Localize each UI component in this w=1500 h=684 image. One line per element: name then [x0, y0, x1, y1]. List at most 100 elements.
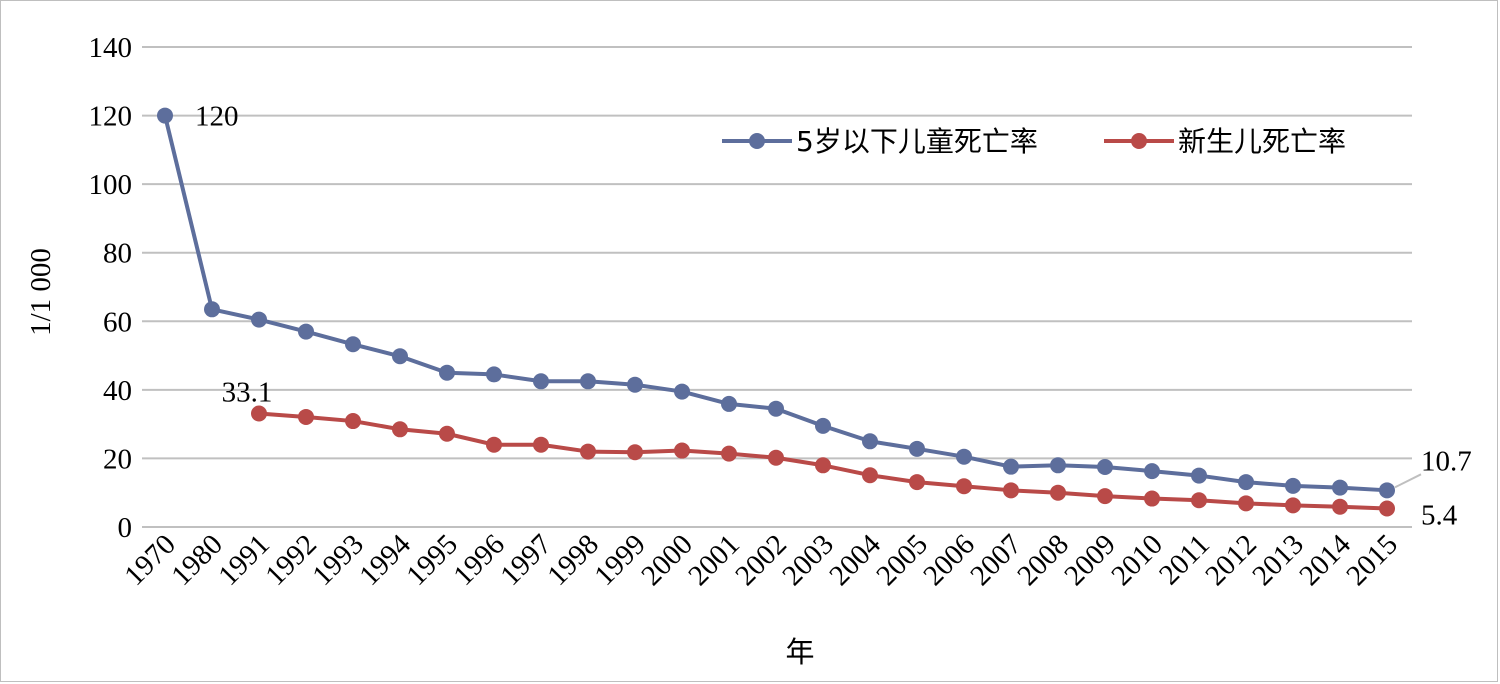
data-point — [1050, 457, 1066, 474]
x-tick-label: 1994 — [353, 528, 417, 592]
x-tick-label: 2013 — [1246, 528, 1310, 592]
y-tick-label: 40 — [103, 375, 132, 407]
series-1 — [251, 405, 1395, 517]
data-point — [1144, 463, 1160, 480]
legend-label-under5: 5岁以下儿童死亡率 — [796, 125, 1038, 158]
x-tick-label: 1998 — [541, 528, 605, 592]
x-tick-label: 1999 — [588, 528, 652, 592]
data-point — [1191, 467, 1207, 484]
data-point — [1003, 458, 1019, 475]
data-point — [674, 383, 690, 400]
x-tick-label: 2007 — [964, 528, 1028, 592]
data-point — [815, 457, 831, 474]
data-point — [204, 301, 220, 318]
data-point — [533, 373, 549, 390]
y-tick-label: 80 — [103, 238, 132, 270]
legend-item-under5: 5岁以下儿童死亡率 — [722, 125, 1038, 158]
x-tick-label: 2014 — [1293, 528, 1357, 592]
data-label: 10.7 — [1421, 445, 1472, 477]
x-tick-label: 1992 — [259, 528, 323, 592]
x-tick-label: 2002 — [729, 528, 793, 592]
y-tick-label: 140 — [89, 32, 133, 64]
data-point — [815, 417, 831, 434]
data-point — [627, 444, 643, 461]
data-point — [674, 442, 690, 459]
gridlines — [142, 46, 1412, 528]
data-point — [1050, 484, 1066, 501]
data-point — [298, 408, 314, 425]
data-point — [157, 107, 173, 124]
legend-marker-under5 — [749, 133, 765, 149]
data-label: 120 — [195, 101, 239, 133]
data-point — [956, 478, 972, 495]
data-point — [768, 449, 784, 466]
series-group — [157, 107, 1395, 517]
data-point — [627, 376, 643, 393]
data-point — [909, 440, 925, 457]
data-point — [1285, 477, 1301, 494]
data-point — [439, 364, 455, 381]
data-point — [1003, 482, 1019, 499]
x-tick-label: 2001 — [682, 528, 746, 592]
data-point — [251, 405, 267, 422]
data-point — [486, 366, 502, 383]
x-tick-label: 1995 — [400, 528, 464, 592]
x-tick-label: 1993 — [306, 528, 370, 592]
x-tick-label: 2005 — [870, 528, 934, 592]
data-point — [439, 425, 455, 442]
data-point — [298, 323, 314, 340]
data-point — [862, 433, 878, 450]
data-point — [768, 400, 784, 417]
data-point — [721, 445, 737, 462]
data-point — [580, 373, 596, 390]
x-tick-label: 2010 — [1105, 528, 1169, 592]
data-point — [1097, 488, 1113, 505]
data-label: 33.1 — [222, 377, 273, 409]
data-point — [251, 311, 267, 328]
data-point — [956, 448, 972, 465]
y-tick-label: 60 — [103, 306, 132, 338]
data-point — [392, 421, 408, 438]
data-point — [345, 413, 361, 430]
data-point — [1379, 500, 1395, 517]
x-tick-label: 1996 — [447, 528, 511, 592]
y-axis-label: 1/1 000 — [25, 248, 57, 336]
x-axis-label: 年 — [785, 636, 814, 669]
data-point — [486, 436, 502, 453]
data-point — [345, 336, 361, 353]
series-line — [163, 115, 1388, 493]
data-point — [392, 348, 408, 365]
data-point — [862, 467, 878, 484]
label-leader — [1394, 473, 1422, 489]
x-axis-ticks: 1970198019911992199319941995199619971998… — [118, 528, 1404, 592]
data-point — [533, 436, 549, 453]
data-labels: 120 33.1 10.7 5.4 — [195, 101, 1472, 532]
x-tick-label: 2000 — [635, 528, 699, 592]
x-tick-label: 2008 — [1011, 528, 1075, 592]
y-tick-label: 0 — [118, 512, 133, 544]
data-point — [1191, 492, 1207, 509]
x-tick-label: 2015 — [1340, 528, 1404, 592]
x-tick-label: 1997 — [494, 528, 558, 592]
data-point — [1379, 482, 1395, 499]
data-point — [1238, 495, 1254, 512]
x-tick-label: 2006 — [917, 528, 981, 592]
x-tick-label: 1980 — [165, 528, 229, 592]
legend: 5岁以下儿童死亡率 新生儿死亡率 — [722, 125, 1346, 158]
legend-marker-neonatal — [1131, 133, 1147, 149]
data-point — [909, 474, 925, 491]
data-label: 5.4 — [1421, 499, 1458, 531]
legend-item-neonatal: 新生儿死亡率 — [1104, 125, 1346, 158]
data-point — [1332, 498, 1348, 515]
data-point — [1285, 497, 1301, 514]
data-point — [580, 443, 596, 460]
x-tick-label: 2012 — [1199, 528, 1263, 592]
y-tick-label: 120 — [89, 101, 133, 133]
legend-label-neonatal: 新生儿死亡率 — [1178, 125, 1346, 158]
x-tick-label: 2009 — [1058, 528, 1122, 592]
y-tick-label: 20 — [103, 443, 132, 475]
data-point — [1144, 490, 1160, 507]
y-tick-label: 100 — [89, 169, 133, 201]
